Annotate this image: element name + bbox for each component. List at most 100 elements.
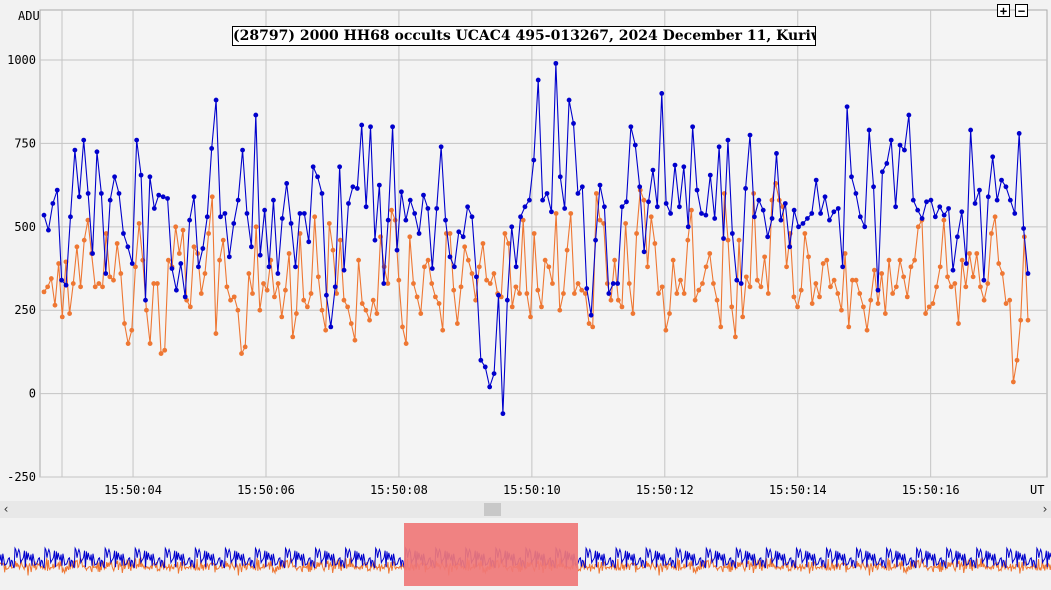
data-point: [224, 284, 230, 290]
data-point: [970, 274, 976, 280]
data-point: [959, 209, 965, 215]
zoom-out-button[interactable]: −: [1015, 4, 1028, 17]
data-point: [337, 164, 343, 170]
data-point: [191, 244, 197, 250]
x-tick-label: 15:50:16: [902, 483, 960, 497]
data-point: [670, 257, 676, 263]
data-point: [187, 304, 193, 310]
data-point: [222, 211, 228, 216]
data-point: [414, 294, 420, 300]
data-point: [681, 164, 687, 170]
data-point: [952, 281, 958, 286]
data-point: [239, 351, 244, 356]
data-point: [740, 314, 746, 320]
data-point: [714, 297, 720, 303]
data-point: [403, 341, 409, 346]
data-point: [518, 214, 523, 220]
data-point: [544, 191, 550, 196]
scrollbar-thumb[interactable]: [484, 503, 501, 516]
data-point: [839, 307, 844, 313]
data-point: [981, 297, 987, 303]
data-point: [738, 281, 744, 286]
data-point: [575, 281, 581, 286]
data-point: [597, 217, 603, 223]
data-point: [52, 302, 58, 308]
data-point: [857, 291, 863, 296]
data-point: [690, 124, 696, 130]
data-point: [615, 281, 621, 286]
x-tick-label: 15:50:14: [769, 483, 827, 497]
data-point: [297, 211, 303, 216]
overview-navigator[interactable]: [0, 518, 1051, 590]
data-point: [1007, 197, 1013, 203]
data-point: [204, 214, 210, 220]
data-point: [628, 124, 634, 130]
data-point: [264, 287, 270, 293]
data-point: [985, 194, 991, 200]
data-point: [429, 281, 435, 286]
data-point: [480, 241, 486, 246]
data-point: [663, 327, 669, 333]
data-point: [235, 307, 241, 313]
scroll-right-arrow-icon[interactable]: ›: [1042, 502, 1048, 516]
horizontal-scrollbar[interactable]: ‹ ›: [0, 501, 1051, 518]
data-point: [306, 239, 312, 245]
data-point: [707, 251, 713, 256]
data-point: [242, 344, 248, 350]
data-point: [257, 307, 263, 313]
data-point: [460, 234, 466, 240]
data-point: [350, 184, 356, 190]
data-point: [147, 174, 153, 180]
data-point: [390, 124, 395, 130]
data-point: [765, 234, 771, 240]
data-point: [729, 304, 735, 310]
data-point: [304, 304, 310, 310]
data-point: [348, 321, 354, 326]
data-point: [76, 194, 82, 200]
data-point: [107, 197, 113, 203]
data-point: [235, 197, 241, 203]
data-point: [712, 216, 718, 221]
overview-selection-window[interactable]: [403, 523, 579, 586]
data-point: [1012, 211, 1018, 216]
data-point: [853, 191, 859, 196]
data-point: [354, 186, 360, 191]
data-point: [165, 196, 170, 201]
data-point: [275, 281, 281, 286]
data-point: [566, 97, 572, 103]
data-point: [509, 304, 515, 310]
data-point: [319, 191, 325, 196]
data-point: [747, 132, 753, 138]
data-point: [734, 277, 740, 283]
data-point: [729, 231, 735, 236]
data-point: [674, 291, 680, 296]
data-point: [606, 291, 612, 296]
data-point: [46, 227, 51, 233]
data-point: [310, 164, 316, 170]
data-point: [718, 324, 724, 330]
data-point: [884, 161, 890, 166]
data-point: [831, 277, 837, 283]
data-point: [619, 204, 625, 210]
y-tick-label: 500: [14, 220, 36, 234]
data-point: [668, 211, 673, 216]
zoom-in-button[interactable]: +: [997, 4, 1010, 17]
data-point: [363, 307, 369, 313]
data-point: [762, 254, 768, 260]
data-point: [849, 174, 854, 180]
data-point: [209, 194, 215, 200]
data-point: [226, 254, 232, 260]
data-point: [582, 291, 588, 296]
data-point: [711, 281, 716, 286]
data-point: [345, 304, 351, 310]
x-tick-label: 15:50:08: [370, 483, 428, 497]
data-point: [875, 301, 881, 306]
data-point: [787, 244, 793, 250]
data-point: [634, 231, 639, 236]
scroll-left-arrow-icon[interactable]: ‹: [3, 502, 9, 516]
data-point: [890, 291, 896, 296]
data-point: [411, 281, 416, 286]
data-point: [301, 211, 307, 216]
data-point: [1014, 357, 1020, 363]
main-plot[interactable]: -250 0 250 500 750 1000 15:50:04 15:50:06 15:50:…: [0, 0, 1051, 501]
